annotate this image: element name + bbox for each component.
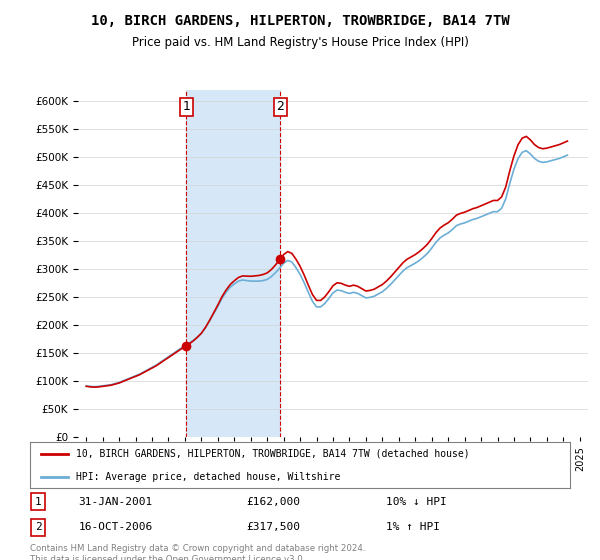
Text: 1% ↑ HPI: 1% ↑ HPI [386, 522, 440, 533]
Text: 1: 1 [35, 497, 41, 507]
Text: 10, BIRCH GARDENS, HILPERTON, TROWBRIDGE, BA14 7TW: 10, BIRCH GARDENS, HILPERTON, TROWBRIDGE… [91, 14, 509, 28]
Text: 10, BIRCH GARDENS, HILPERTON, TROWBRIDGE, BA14 7TW (detached house): 10, BIRCH GARDENS, HILPERTON, TROWBRIDGE… [76, 449, 470, 459]
Text: £317,500: £317,500 [246, 522, 300, 533]
Text: Price paid vs. HM Land Registry's House Price Index (HPI): Price paid vs. HM Land Registry's House … [131, 36, 469, 49]
Text: HPI: Average price, detached house, Wiltshire: HPI: Average price, detached house, Wilt… [76, 472, 340, 482]
Text: 1: 1 [182, 100, 190, 113]
Text: 2: 2 [35, 522, 41, 533]
Text: Contains HM Land Registry data © Crown copyright and database right 2024.
This d: Contains HM Land Registry data © Crown c… [30, 544, 365, 560]
Text: 2: 2 [276, 100, 284, 113]
Text: 10% ↓ HPI: 10% ↓ HPI [386, 497, 447, 507]
Text: 16-OCT-2006: 16-OCT-2006 [79, 522, 153, 533]
Text: £162,000: £162,000 [246, 497, 300, 507]
Text: 31-JAN-2001: 31-JAN-2001 [79, 497, 153, 507]
Bar [186, 90, 280, 437]
